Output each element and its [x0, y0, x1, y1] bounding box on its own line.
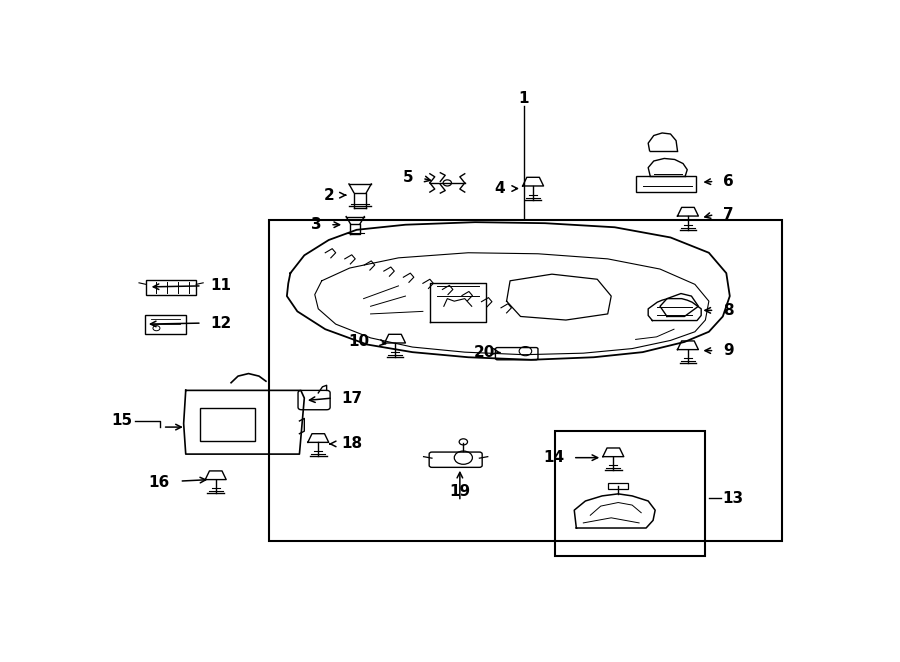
Text: 6: 6	[723, 174, 734, 189]
Text: 16: 16	[148, 475, 170, 490]
Text: 12: 12	[211, 316, 231, 330]
Bar	[608, 483, 628, 489]
Bar	[145, 315, 185, 334]
Text: 7: 7	[723, 207, 734, 222]
Text: 4: 4	[494, 181, 505, 196]
Bar	[146, 280, 196, 295]
Text: 10: 10	[348, 334, 369, 350]
Text: 8: 8	[723, 303, 734, 318]
Bar	[555, 431, 706, 556]
Text: 15: 15	[111, 414, 132, 428]
Text: 20: 20	[473, 345, 495, 359]
Text: 13: 13	[723, 491, 744, 506]
Text: 3: 3	[311, 217, 322, 232]
Text: 11: 11	[211, 279, 231, 293]
Text: 2: 2	[324, 187, 334, 203]
Text: 14: 14	[544, 450, 564, 465]
Bar	[269, 220, 782, 541]
Text: 9: 9	[723, 343, 734, 358]
Text: 17: 17	[341, 391, 363, 406]
Bar	[636, 176, 696, 191]
Text: 1: 1	[518, 91, 529, 107]
Text: 5: 5	[403, 170, 414, 185]
Bar	[200, 408, 256, 442]
Text: 19: 19	[449, 484, 471, 498]
Text: 18: 18	[341, 436, 363, 451]
